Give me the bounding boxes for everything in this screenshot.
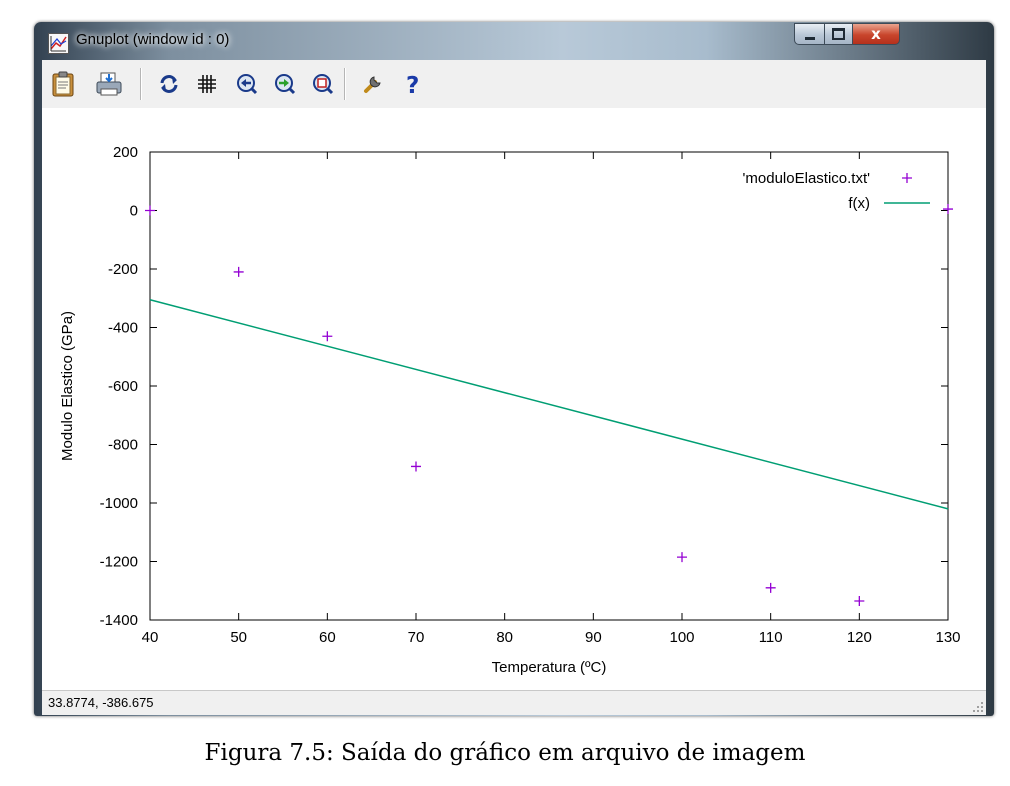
- legend-label: f(x): [848, 195, 870, 212]
- minimize-button[interactable]: [794, 23, 825, 45]
- y-tick-label: -400: [108, 320, 138, 337]
- y-tick-label: -200: [108, 261, 138, 278]
- options-button[interactable]: [358, 69, 388, 99]
- zoom-next-icon: [275, 74, 296, 95]
- print-icon: [96, 72, 122, 96]
- toolbar: ?: [42, 60, 986, 109]
- y-tick-label: -1200: [100, 554, 138, 571]
- x-tick-label: 50: [230, 629, 247, 646]
- help-button[interactable]: ?: [398, 69, 428, 99]
- x-axis-label: Temperatura (ºC): [492, 659, 607, 676]
- x-tick-label: 90: [585, 629, 602, 646]
- maximize-button[interactable]: [824, 23, 853, 45]
- data-point: [145, 205, 155, 216]
- data-point: [233, 266, 244, 277]
- y-tick-label: -800: [108, 437, 138, 454]
- close-button[interactable]: x: [852, 23, 900, 45]
- gnuplot-app-icon[interactable]: [48, 33, 69, 54]
- replot-button[interactable]: [154, 69, 184, 99]
- x-tick-label: 110: [759, 629, 783, 646]
- close-icon: x: [871, 25, 881, 43]
- data-point: [677, 552, 687, 563]
- x-tick-label: 80: [496, 629, 513, 646]
- data-point: [943, 204, 953, 215]
- zoom-previous-icon: [237, 74, 258, 95]
- copy-clipboard-button[interactable]: [48, 69, 78, 99]
- figure-caption: Figura 7.5: Saída do gráfico em arquivo …: [204, 740, 806, 766]
- plot-border: [149, 151, 949, 621]
- status-bar: 33.8774, -386.675: [42, 690, 986, 715]
- data-point: [765, 582, 776, 593]
- legend-point-swatch: [902, 173, 912, 183]
- y-tick-label: -1000: [100, 495, 138, 512]
- data-point: [322, 331, 333, 342]
- toolbar-separator: [140, 68, 142, 100]
- scatter-chart[interactable]: 40 50 60 70 80 90 100 110 120 130 200 0 -200 -400 -600…: [42, 108, 986, 690]
- x-tick-label: 130: [935, 629, 960, 646]
- x-tick-label: 40: [142, 629, 159, 646]
- unzoom-button[interactable]: [308, 69, 338, 99]
- plot-canvas[interactable]: 40 50 60 70 80 90 100 110 120 130 200 0 -200 -400 -600…: [42, 108, 986, 690]
- data-point: [854, 595, 865, 606]
- grid-icon: [198, 75, 216, 93]
- gnuplot-window: Gnuplot (window id : 0) x: [34, 22, 994, 716]
- fit-line-fx: [149, 298, 949, 510]
- maximize-icon: [832, 28, 845, 40]
- zoom-previous-button[interactable]: [232, 69, 262, 99]
- y-tick-label: -600: [108, 378, 138, 395]
- y-tick-label: -1400: [100, 612, 138, 629]
- help-icon: ?: [406, 73, 419, 96]
- x-tick-label: 60: [319, 629, 336, 646]
- title-bar[interactable]: Gnuplot (window id : 0) x: [34, 22, 994, 60]
- legend-label: 'moduloElastico.txt': [743, 170, 871, 187]
- clipboard-icon: [52, 71, 74, 97]
- grid-button[interactable]: [192, 69, 222, 99]
- data-point: [411, 461, 421, 472]
- options-icon: [364, 76, 381, 93]
- y-tick-label: 200: [113, 144, 138, 161]
- window-title: Gnuplot (window id : 0): [76, 31, 230, 48]
- replot-icon: [160, 75, 178, 93]
- toolbar-separator: [344, 68, 346, 100]
- y-axis-label: Modulo Elastico (GPa): [59, 311, 76, 461]
- svg-text:?: ?: [406, 73, 419, 96]
- resize-grip-icon[interactable]: [972, 701, 984, 713]
- minimize-icon: [804, 36, 815, 40]
- zoom-next-button[interactable]: [270, 69, 300, 99]
- x-tick-label: 100: [669, 629, 694, 646]
- y-tick-label: 0: [130, 203, 138, 220]
- x-tick-label: 120: [847, 629, 872, 646]
- x-tick-label: 70: [408, 629, 425, 646]
- unzoom-icon: [313, 74, 334, 95]
- cursor-coordinates: 33.8774, -386.675: [48, 695, 154, 710]
- print-button[interactable]: [94, 69, 124, 99]
